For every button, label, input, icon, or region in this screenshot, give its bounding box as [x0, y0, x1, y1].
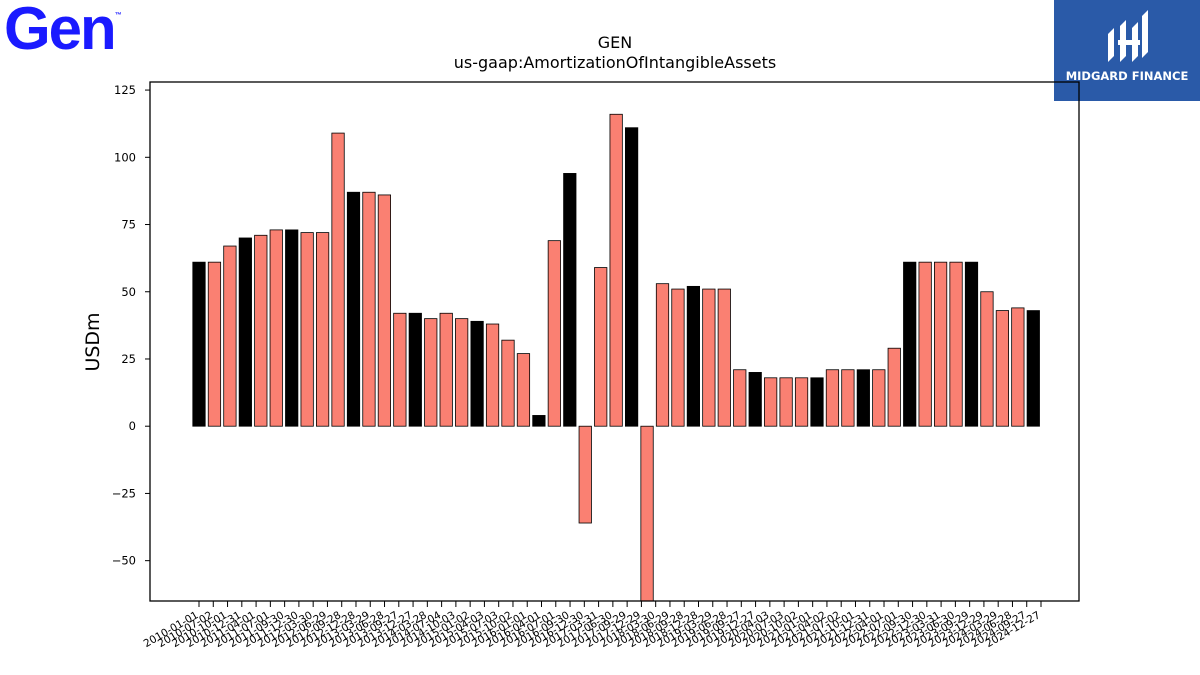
bar-43: [841, 369, 855, 427]
bar-23: [532, 415, 546, 427]
bar-21: [501, 339, 515, 427]
bar-27: [594, 267, 608, 427]
bar-28: [609, 113, 623, 427]
bar-50: [949, 261, 963, 427]
bar-16: [424, 318, 438, 427]
bar-47: [903, 261, 917, 427]
bar-38: [764, 377, 778, 427]
bar-44: [856, 369, 870, 427]
bar-2: [207, 261, 222, 427]
bar-10: [331, 132, 345, 427]
bar-32: [671, 288, 685, 427]
bar-34: [702, 288, 716, 427]
bar-14: [393, 312, 407, 427]
bar-29: [625, 127, 639, 427]
y-tick-label: −25: [112, 486, 136, 500]
bar-40: [794, 377, 809, 427]
bar-49: [934, 261, 948, 427]
bar-33: [686, 285, 701, 427]
x-ticks-group: 2010-01-012010-07-022010-10-012010-12-31…: [142, 601, 1043, 650]
midgard-emblem-icon: [1108, 10, 1148, 62]
bar-19: [470, 320, 484, 427]
y-tick-label: −50: [112, 554, 136, 568]
bar-54: [1011, 307, 1025, 427]
bar-39: [779, 377, 793, 427]
bar-9: [315, 232, 330, 427]
midgard-finance-name: MIDGARD FINANCE: [1065, 69, 1189, 83]
bar-13: [377, 194, 392, 427]
chart-title: GEN: [598, 33, 632, 52]
chart-subtitle: us-gaap:AmortizationOfIntangibleAssets: [454, 53, 776, 72]
bar-7: [285, 229, 299, 427]
y-tick-label: 50: [121, 285, 136, 299]
bar-35: [717, 288, 731, 427]
gen-logo-text: Gen: [4, 0, 117, 62]
bar-20: [485, 323, 500, 427]
bars-group: [192, 113, 1040, 602]
bar-5: [254, 234, 268, 427]
y-ticks-group: −50 −25 0 25 50 75 100 125: [112, 83, 150, 568]
bar-46: [887, 347, 901, 427]
trademark-mark: ™: [114, 12, 122, 19]
bar-1: [192, 261, 206, 427]
y-tick-label: 100: [114, 150, 136, 164]
bar-4: [238, 237, 252, 427]
bar-26: [578, 425, 592, 524]
y-tick-label: 75: [121, 218, 136, 232]
bar-41: [810, 377, 824, 427]
bar-25: [563, 173, 577, 427]
bar-42: [825, 369, 840, 427]
bar-30: [640, 425, 654, 602]
bar-52: [980, 291, 994, 427]
bar-53: [995, 310, 1010, 427]
bar-17: [439, 312, 453, 427]
midgard-finance-logo: MIDGARD FINANCE: [1054, 0, 1200, 101]
y-tick-label: 25: [121, 352, 136, 366]
bar-51: [964, 261, 979, 427]
bar-36: [733, 369, 747, 427]
bar-22: [516, 353, 531, 427]
bar-37: [748, 372, 762, 427]
y-tick-label: 0: [129, 419, 136, 433]
bar-18: [455, 318, 469, 427]
bar-6: [269, 229, 283, 427]
bar-48: [918, 261, 932, 427]
y-axis-label: USDm: [82, 312, 104, 371]
bar-11: [346, 191, 361, 427]
bar-12: [362, 191, 376, 427]
bar-31: [655, 283, 670, 427]
bar-15: [408, 312, 422, 427]
bar-3: [223, 245, 237, 427]
plot-frame: [149, 81, 1080, 602]
bar-45: [872, 369, 886, 427]
y-tick-label: 125: [114, 83, 136, 97]
bar-24: [547, 240, 561, 427]
gen-logo: Gen™: [4, 0, 122, 63]
bar-55: [1026, 310, 1040, 427]
bar-8: [300, 232, 314, 427]
